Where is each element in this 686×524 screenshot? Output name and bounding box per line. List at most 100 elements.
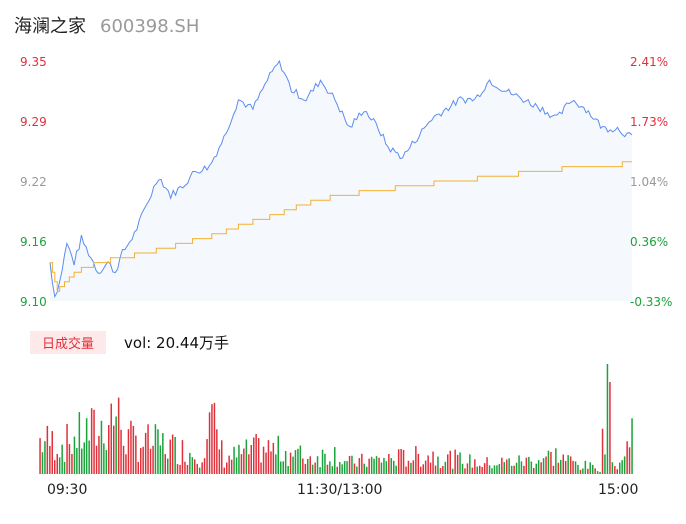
volume-bar [184,461,186,474]
volume-bar [85,418,88,474]
volume-bar [358,458,361,474]
volume-bar [510,465,513,474]
volume-bar [203,458,206,474]
volume-bar [321,449,324,474]
volume-bar [336,466,338,474]
volume-bar [198,467,201,474]
volume-bar [601,428,604,474]
volume-bar [93,409,95,474]
volume-bar [422,464,424,474]
volume-bar [216,429,218,474]
volume-bar [343,461,346,474]
volume-bar [78,412,81,474]
volume-bar [557,462,560,474]
pct-tick-2: 1.73% [630,115,669,129]
volume-bar [100,420,103,474]
volume-bar [253,437,255,474]
volume-bar [390,458,392,474]
volume-bar [481,467,483,474]
volume-bar [331,466,334,474]
volume-bar [353,463,356,474]
volume-bar [257,438,260,474]
volume-bar [596,471,599,474]
volume-bar [469,454,471,474]
volume-bar [439,468,442,474]
volume-bar [255,434,257,474]
volume-bar [474,459,476,474]
volume-bar [181,440,184,474]
volume-bar [115,416,117,474]
price-tick-4: 9.16 [20,235,47,249]
volume-bar [105,450,108,474]
volume-bar [628,447,631,474]
price-tick-1: 9.35 [20,55,47,69]
volume-bar [449,450,451,474]
volume-bar [339,462,341,474]
volume-bar [287,466,289,474]
stock-code: 600398.SH [100,16,200,37]
volume-bar [466,463,469,474]
volume-bar [493,465,496,474]
volume-bar [159,445,162,474]
volume-bar [434,465,437,474]
volume-bar [609,382,611,474]
volume-bar [486,457,488,474]
volume-bar [442,466,444,474]
volume-bar [545,456,547,474]
volume-bar [211,404,213,474]
volume-bar [265,452,267,474]
volume-bar [157,429,159,474]
volume-bar [132,425,135,474]
daily-volume-tag[interactable]: 日成交量 [30,330,107,354]
volume-bar [260,462,262,474]
volume-bar [370,456,373,474]
volume-bar [417,454,420,474]
volume-bar [228,455,230,474]
volume-bar [277,435,279,474]
volume-bar [88,440,90,474]
volume-bar [530,461,533,474]
volume-bar [142,446,144,474]
volume-bar [196,463,198,474]
volume-bar [297,448,299,474]
volume-bar [309,456,311,474]
volume-bar [110,403,112,474]
volume-bar [560,459,562,474]
volume-bar [122,445,125,474]
volume-bar [238,444,240,474]
volume-bar [479,465,481,474]
volume-bar [459,452,461,474]
volume-bar [41,452,44,474]
volume-bar [341,464,343,474]
volume-bar [221,440,223,474]
volume-bar [584,460,587,474]
volume-bar [574,461,577,474]
volume-bar [179,464,181,474]
volume-bar [456,454,459,474]
volume-bar [424,460,427,474]
volume-bar [125,454,127,474]
volume-bar [186,464,189,474]
volume-bar [606,364,609,474]
volume-bar [208,412,211,474]
price-line [49,59,633,299]
volume-bar [604,454,606,474]
volume-bar [90,408,93,474]
volume-header: 日成交量 vol: 20.44万手 [30,330,229,354]
volume-bar [503,462,505,474]
volume-bar [594,468,596,474]
volume-bar [356,466,358,474]
volume-bar [307,459,309,474]
volume-bar [326,464,329,474]
volume-bar [429,462,432,474]
volume-bar [402,450,405,474]
volume-bar [518,455,520,474]
volume-bar [461,463,464,474]
volume-bar [284,451,287,474]
volume-bar [294,450,297,474]
volume-bar [393,460,395,474]
volume-bar [547,450,550,474]
volume-bar [520,461,523,474]
volume-bar [223,467,225,474]
volume-bar [292,456,294,474]
